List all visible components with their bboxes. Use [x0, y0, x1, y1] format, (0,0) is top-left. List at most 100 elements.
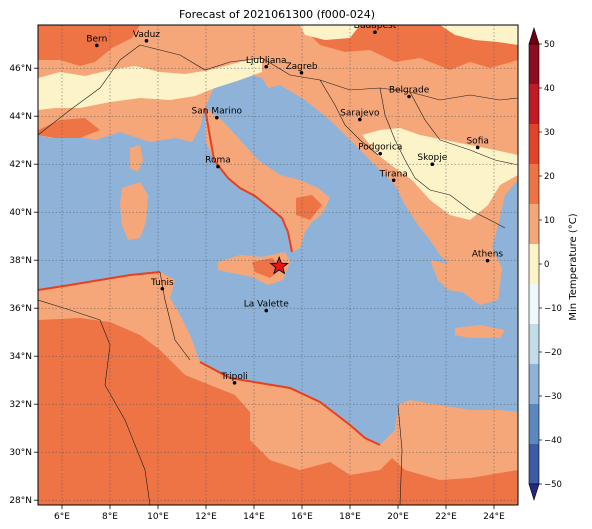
city-dot: [160, 286, 165, 291]
city-dot: [232, 381, 237, 385]
city-dot: [215, 115, 219, 120]
city-dot: [378, 151, 383, 156]
colorbar-label: Min Temperature (°C): [568, 213, 579, 320]
city-label: La Valette: [244, 300, 289, 310]
land-greece-south: [430, 260, 500, 305]
colorbar-segment: [529, 124, 539, 164]
city-san-marino: San Marino: [192, 107, 243, 120]
lat-tick-label: 34°N: [9, 352, 32, 362]
city-tirana: Tirana: [379, 169, 408, 183]
colorbar-tick-label: 30: [544, 128, 555, 138]
lon-tick-label: 22°E: [435, 512, 457, 522]
colorbar-tick-label: −40: [544, 436, 562, 446]
city-label: Roma: [205, 156, 231, 166]
lat-tick-label: 46°N: [9, 64, 32, 74]
city-dot: [264, 64, 269, 69]
city-zagreb: Zagreb: [285, 62, 318, 75]
star-icon[interactable]: [269, 256, 289, 275]
city-dot: [216, 164, 220, 169]
city-dot: [299, 70, 304, 75]
colorbar-segment: [529, 324, 539, 364]
city-tripoli: Tripoli: [220, 372, 248, 385]
city-label: Vaduz: [133, 30, 160, 40]
lon-tick-label: 18°E: [339, 512, 361, 522]
city-dot: [144, 39, 149, 43]
city-roma: Roma: [205, 156, 231, 169]
colorbar-segment: [529, 44, 539, 84]
city-dot: [264, 308, 269, 313]
colorbar-tick-label: 0: [544, 260, 549, 270]
lat-tick-label: 44°N: [9, 112, 32, 122]
city-belgrade: Belgrade: [389, 86, 430, 99]
city-label: Podgorica: [358, 143, 402, 153]
colorbar-tick-label: −30: [544, 392, 562, 402]
city-label: Skopje: [417, 153, 447, 163]
city-dot: [407, 94, 411, 99]
colorbar-segment: [529, 364, 539, 404]
colorbar-segment: [529, 164, 539, 204]
city-dot: [485, 258, 490, 263]
lat-tick-label: 38°N: [9, 256, 32, 266]
land-crete: [455, 325, 505, 338]
lon-tick-label: 14°E: [243, 512, 265, 522]
city-tunis: Tunis: [150, 278, 174, 291]
coastline-libya: [199, 361, 381, 446]
lon-tick-label: 16°E: [291, 512, 313, 522]
city-dot: [358, 117, 362, 122]
city-label: Athens: [472, 250, 503, 260]
lon-tick-label: 20°E: [387, 512, 409, 522]
lat-tick-label: 28°N: [9, 496, 32, 506]
land-corsica: [130, 145, 143, 172]
city-vaduz: Vaduz: [133, 30, 160, 43]
city-label: San Marino: [192, 107, 243, 117]
country-borders: [38, 44, 518, 505]
colorbar-segment: [529, 244, 539, 284]
colorbar-extend-min: [528, 483, 540, 502]
city-podgorica: Podgorica: [358, 143, 402, 156]
city-label: Tirana: [379, 169, 408, 179]
coastline-africa: [38, 271, 161, 291]
colorbar-tick-label: 50: [544, 40, 555, 50]
lon-tick-label: 12°E: [195, 512, 217, 522]
city-dot: [475, 145, 480, 150]
lat-tick-label: 32°N: [9, 400, 32, 410]
lon-tick-label: 6°E: [54, 512, 70, 522]
land-italy: [205, 108, 330, 252]
city-sarajevo: Sarajevo: [340, 109, 380, 122]
city-label: Tripoli: [220, 372, 248, 382]
lat-tick-label: 42°N: [9, 160, 32, 170]
city-label: Zagreb: [285, 62, 317, 72]
colorbar-segment: [529, 444, 539, 484]
colorbar-tick-label: −50: [544, 480, 562, 490]
colorbar-tick-label: −20: [544, 348, 562, 358]
colorbar-extend-max: [528, 26, 540, 45]
forecast-point-star[interactable]: [269, 256, 289, 275]
city-ljubljana: Ljubljana: [246, 56, 287, 69]
city-budapest: Budapest: [354, 21, 397, 34]
city-label: Belgrade: [389, 86, 430, 96]
colorbar-tick-label: 40: [544, 84, 555, 94]
warm-region-north: [38, 25, 140, 66]
city-dot: [95, 43, 99, 48]
lon-tick-label: 10°E: [147, 512, 169, 522]
colorbar-segment: [529, 84, 539, 124]
city-label: Sarajevo: [340, 109, 380, 119]
figure-title: Forecast of 2021061300 (f000-024): [179, 8, 375, 21]
city-label: Budapest: [354, 21, 397, 31]
colorbar-tick-label: 10: [544, 216, 555, 226]
colorbar-segment: [529, 404, 539, 444]
graticule: [38, 25, 518, 505]
colorbar-tick-label: −10: [544, 304, 562, 314]
city-label: Bern: [86, 34, 107, 44]
map-axes: 6°E 8°E 10°E 12°E 14°E 16°E 18°E 20°E 22°E 24°E 28…: [9, 64, 505, 522]
cool-region-carpathians: [440, 25, 518, 45]
cool-region-balkans: [362, 128, 518, 220]
city-label: Ljubljana: [246, 56, 287, 66]
colorbar-segment: [529, 204, 539, 244]
lat-tick-label: 36°N: [9, 304, 32, 314]
city-dot: [430, 162, 435, 166]
city-bern: Bern: [86, 34, 107, 48]
city-label: Sofia: [466, 136, 488, 146]
